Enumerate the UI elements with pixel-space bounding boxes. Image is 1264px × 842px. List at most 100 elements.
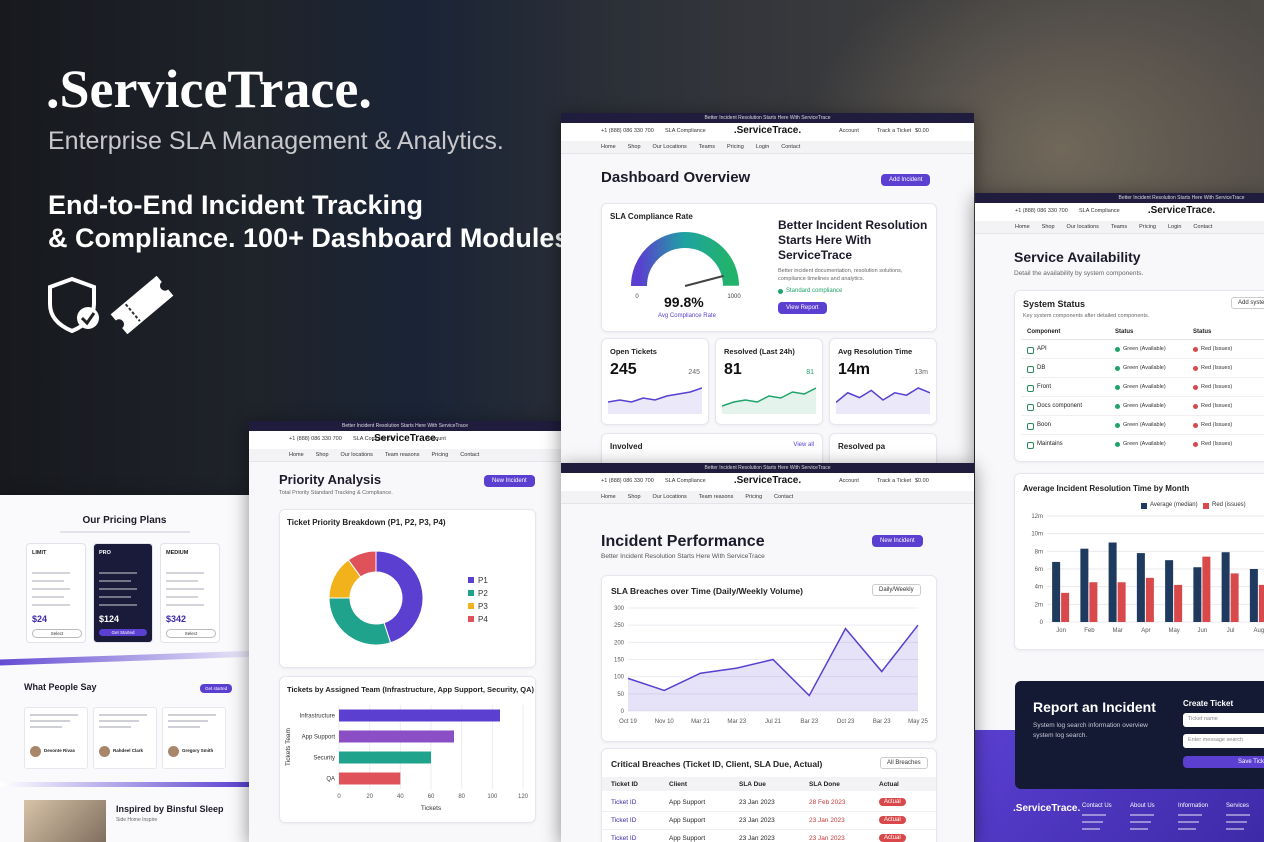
legend-label: P1 <box>478 576 488 585</box>
status-green: Green (Available) <box>1123 384 1166 390</box>
new-incident-button[interactable]: New Incident <box>484 475 535 487</box>
bar <box>1202 556 1211 622</box>
cart[interactable]: $0.00 <box>915 478 929 484</box>
bar <box>1174 584 1183 622</box>
nav-item[interactable]: Our locations <box>340 452 373 458</box>
dropdown[interactable]: All Breaches <box>880 757 928 769</box>
form-title: Create Ticket <box>1183 699 1234 708</box>
nav-item[interactable]: Our Locations <box>652 494 687 500</box>
table-header-bg <box>602 777 936 791</box>
nav-item[interactable]: Pricing <box>431 452 449 458</box>
promo-text: Better incident documentation, resolutio… <box>778 268 903 282</box>
chart-title: Ticket Priority Breakdown (P1, P2, P3, P… <box>287 518 446 527</box>
nav-item[interactable]: Shop <box>627 494 641 500</box>
account[interactable]: Account <box>839 478 859 484</box>
row-rule <box>1021 377 1264 378</box>
table-title: Critical Breaches (Ticket ID, Client, SL… <box>611 759 823 769</box>
nav-item[interactable]: Shop <box>1041 224 1055 230</box>
new-incident-button[interactable]: New Incident <box>872 535 923 547</box>
quote-line <box>30 714 78 716</box>
save-ticket-button[interactable]: Save Ticket <box>1183 756 1264 768</box>
divider-band <box>0 782 249 787</box>
stat-value: 81 <box>724 361 742 378</box>
nav-item[interactable]: Home <box>601 144 616 150</box>
bar <box>1108 542 1117 622</box>
bar <box>339 751 431 764</box>
ticket-link[interactable]: Ticket ID <box>611 817 637 824</box>
nav-item[interactable]: Team reasons <box>698 494 734 500</box>
footer-line <box>1226 821 1247 823</box>
dropdown[interactable]: Daily/Weekly <box>872 584 921 596</box>
green-dot <box>1115 423 1120 428</box>
view-all-link[interactable]: View all <box>793 442 814 448</box>
nav-item[interactable]: Login <box>1167 224 1182 230</box>
bar <box>1249 569 1258 622</box>
feature-line <box>99 596 131 598</box>
nav-item[interactable]: Home <box>1015 224 1030 230</box>
status-red: Red (Issues) <box>1201 422 1233 428</box>
x-tick-label: Jul <box>1227 628 1235 634</box>
y-tick-label: Infrastructure <box>300 714 336 720</box>
nav-item[interactable]: Pricing <box>726 144 744 150</box>
phone: +1 (888) 086 330 700 <box>1015 208 1068 214</box>
ticket-link[interactable]: Ticket ID <box>611 835 637 842</box>
track[interactable]: Track a Ticket <box>877 128 912 134</box>
y-tick-label: 0 <box>1040 620 1044 626</box>
nav-item[interactable]: Shop <box>627 144 641 150</box>
status-red: Red (Issues) <box>1201 441 1233 447</box>
nav-item[interactable]: Teams <box>1110 224 1128 230</box>
feature-line <box>32 588 70 590</box>
plan-name: MEDIUM <box>166 550 189 556</box>
nav-item[interactable]: Login <box>755 144 770 150</box>
breach-table-card: Critical Breaches (Ticket ID, Client, SL… <box>601 748 937 842</box>
nav-item[interactable]: Home <box>289 452 304 458</box>
add-system-button[interactable]: Add system <box>1231 297 1264 309</box>
input-field[interactable]: Enter message search <box>1183 734 1264 748</box>
status-red: Red (Issues) <box>1201 365 1233 371</box>
nav-item[interactable]: Contact <box>460 452 480 458</box>
nav-item[interactable]: Pricing <box>745 494 763 500</box>
table-cell: 23 Jan 2023 <box>739 799 775 806</box>
ticket-link[interactable]: Ticket ID <box>611 799 637 806</box>
nav-item[interactable]: Teams <box>698 144 715 150</box>
nav-item[interactable]: Our Locations <box>652 144 687 150</box>
nav-item[interactable]: Home <box>601 494 616 500</box>
cart[interactable]: $0.00 <box>915 128 929 134</box>
bar <box>1089 582 1098 622</box>
sparkline-line <box>836 387 930 403</box>
nav-item[interactable]: Our locations <box>1066 224 1099 230</box>
column-header: Status <box>1193 329 1212 335</box>
footer-line <box>1178 828 1196 830</box>
stat-value: 245 <box>610 361 637 378</box>
nav-item[interactable]: Contact <box>781 144 801 150</box>
gauge-card: SLA Compliance Rate 0 1000 99.8% Avg Complia… <box>601 203 937 332</box>
plan-button[interactable]: Select <box>166 629 216 638</box>
nav-item[interactable]: Contact <box>774 494 794 500</box>
input-field[interactable]: Ticket name <box>1183 713 1264 727</box>
y-tick-label: 8m <box>1035 549 1043 555</box>
x-tick-label: May 25 <box>908 719 928 725</box>
legend-swatch <box>468 616 474 622</box>
sparkline <box>836 387 930 414</box>
plan-button[interactable]: Get Started <box>99 629 147 636</box>
get-started-button[interactable]: Get started <box>200 684 233 693</box>
status-red: Red (Issues) <box>1201 384 1233 390</box>
status-red: Red (Issues) <box>1201 346 1233 352</box>
track[interactable]: Track a Ticket <box>877 478 912 484</box>
availability-panel: Better Incident Resolution Starts Here W… <box>975 193 1264 842</box>
y-tick-label: 300 <box>614 606 625 612</box>
x-tick-label: Nov 10 <box>655 719 675 725</box>
feature-line <box>99 604 137 606</box>
add-incident-button[interactable]: Add Incident <box>881 174 931 186</box>
nav-item[interactable]: Shop <box>315 452 329 458</box>
nav-item[interactable]: Pricing <box>1139 224 1156 230</box>
nav-item[interactable]: Contact <box>1193 224 1213 230</box>
account[interactable]: Account <box>426 436 446 442</box>
footer-line <box>1130 828 1148 830</box>
view-report-button[interactable]: View Report <box>778 302 827 314</box>
nav-item[interactable]: Team reasons <box>384 452 420 458</box>
account[interactable]: Account <box>839 128 859 134</box>
y-tick-label: 4m <box>1035 585 1043 591</box>
line-chart-card: SLA Breaches over Time (Daily/Weekly Vol… <box>601 575 937 742</box>
plan-button[interactable]: Select <box>32 629 82 638</box>
